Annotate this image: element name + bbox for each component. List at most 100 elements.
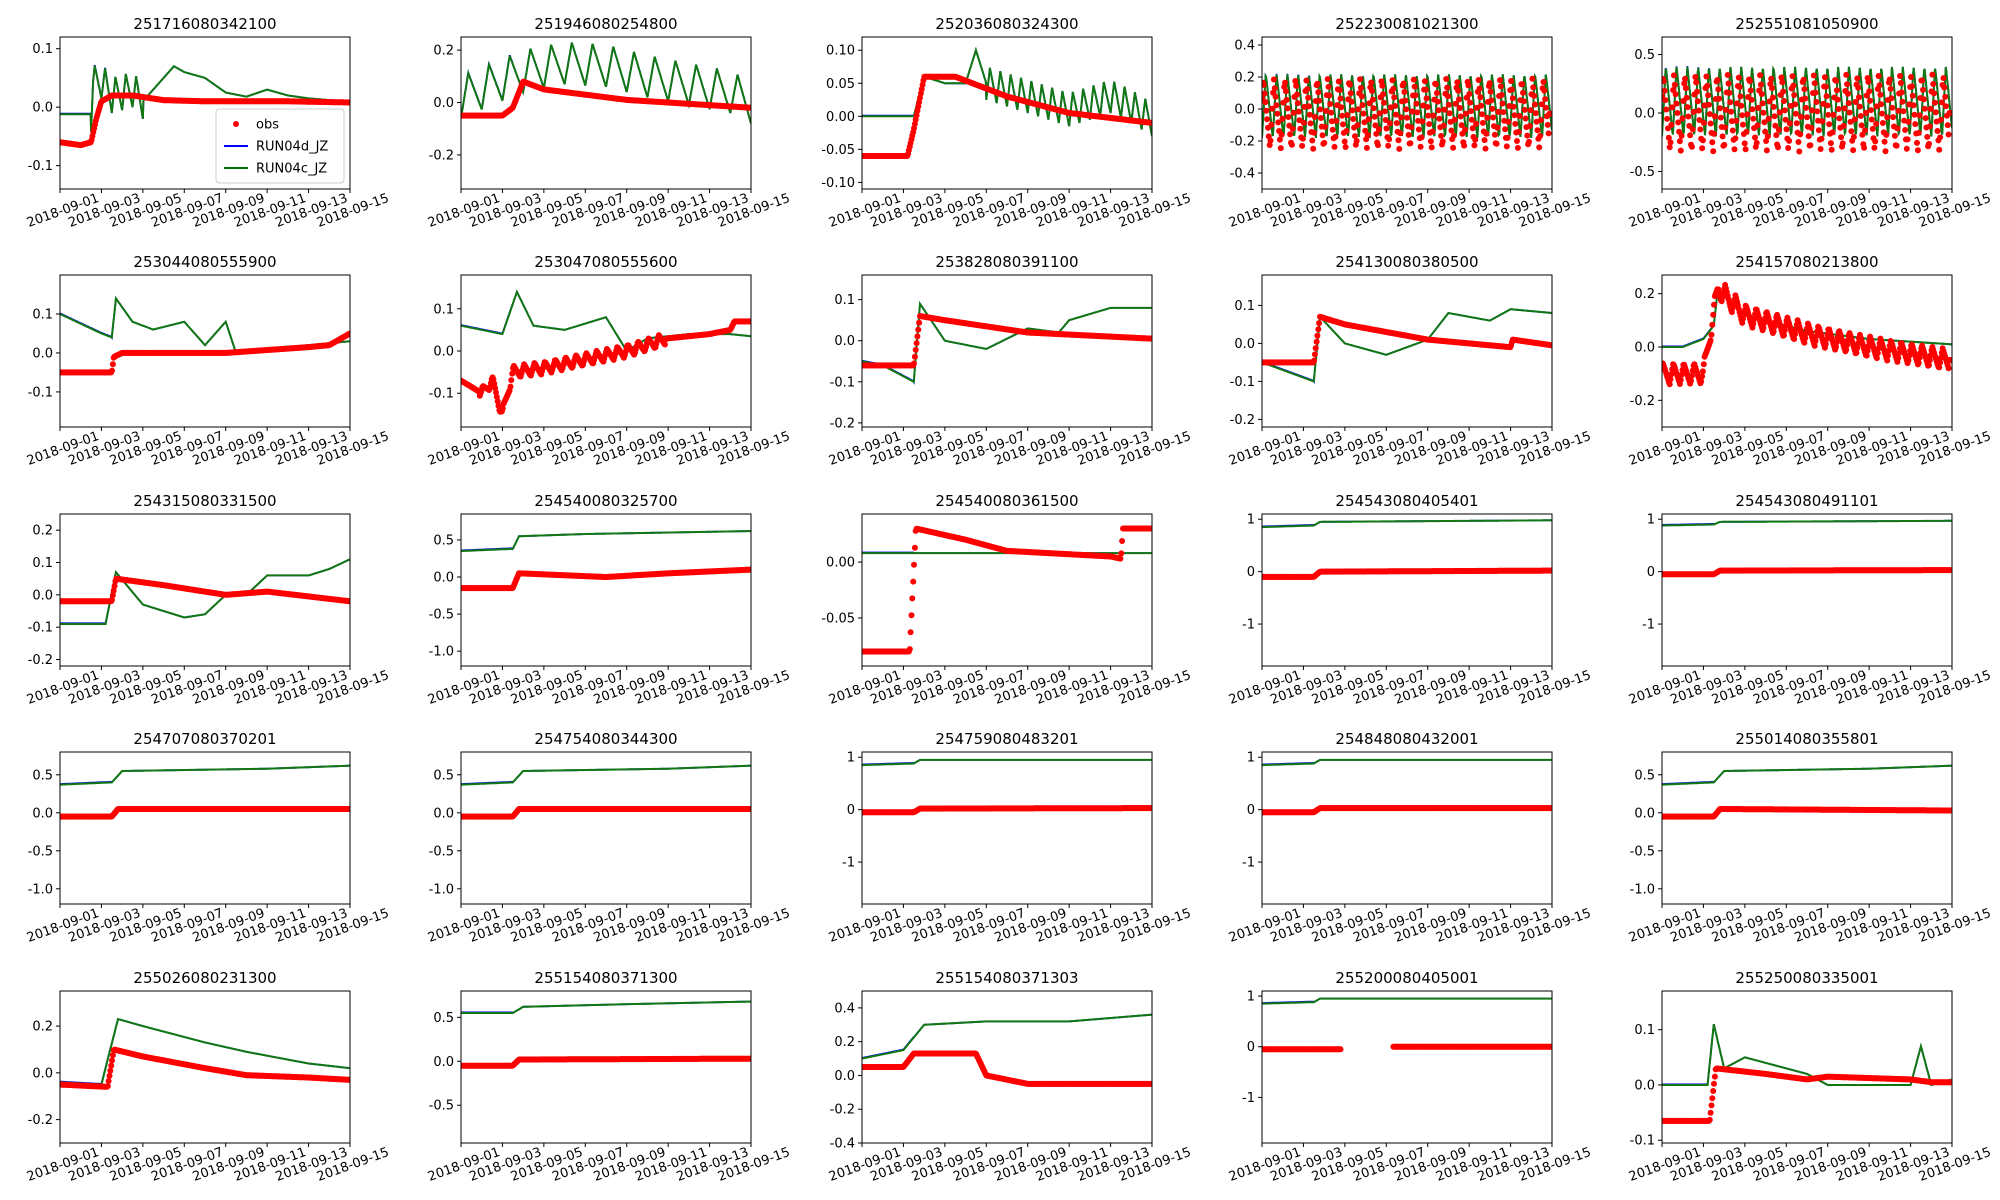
obs-point <box>1451 116 1458 123</box>
obs-point <box>1299 142 1306 149</box>
obs-point <box>1887 85 1894 92</box>
obs-point <box>1861 144 1868 151</box>
obs-point <box>1665 134 1672 141</box>
obs-point <box>1931 90 1938 97</box>
obs-point <box>1871 144 1878 151</box>
obs-point <box>1479 111 1486 118</box>
obs-point <box>1905 118 1912 125</box>
obs-point <box>1468 116 1475 123</box>
obs-point <box>1936 146 1943 153</box>
obs-point <box>1679 115 1686 122</box>
obs-point <box>1417 143 1424 150</box>
obs-point <box>1781 332 1787 339</box>
obs-point <box>1380 91 1387 98</box>
obs-point <box>1305 94 1312 101</box>
y-tick-label: 0.2 <box>32 524 53 539</box>
obs-point <box>1896 350 1903 357</box>
obs-point <box>1699 368 1706 375</box>
obs-point <box>1331 143 1338 150</box>
obs-point <box>1711 130 1717 137</box>
obs-point <box>1677 147 1684 154</box>
obs-point <box>1753 139 1760 146</box>
obs-point <box>1429 128 1436 135</box>
obs-point <box>1769 94 1776 101</box>
obs-point <box>1801 86 1808 93</box>
obs-point <box>1491 131 1498 138</box>
obs-point <box>1838 134 1845 141</box>
y-tick-label: -0.2 <box>28 653 53 668</box>
obs-point <box>1785 145 1792 151</box>
obs-point <box>1488 97 1495 104</box>
series-obs <box>1262 567 1552 580</box>
subplot-title: 254157080213800 <box>1735 253 1878 271</box>
axes-frame <box>1661 274 1953 428</box>
obs-point <box>1296 117 1303 124</box>
series-RUN04c_JZ <box>1262 519 1552 529</box>
obs-point <box>1531 101 1538 108</box>
obs-point <box>1393 120 1400 127</box>
obs-point <box>1904 136 1911 143</box>
axes-frame <box>861 36 1153 190</box>
obs-point <box>1271 85 1278 92</box>
obs-point <box>1915 129 1922 136</box>
obs-point <box>1419 118 1426 125</box>
y-tick-label: -0.2 <box>429 148 454 163</box>
obs-point <box>1897 80 1904 86</box>
obs-point <box>1542 96 1549 103</box>
obs-point <box>1771 113 1778 120</box>
obs-point <box>1889 104 1896 111</box>
subplot-254315080331500: 2543150803315000.20.10.0-0.1-0.22018-09-… <box>25 492 391 708</box>
obs-point <box>910 578 917 585</box>
obs-point <box>1338 104 1345 111</box>
obs-point <box>1684 104 1691 111</box>
obs-point <box>1781 107 1788 114</box>
y-tick-label: 0.0 <box>1234 337 1255 352</box>
obs-point <box>1678 132 1685 139</box>
obs-point <box>1666 381 1673 388</box>
obs-point <box>1851 116 1858 123</box>
obs-point <box>1853 349 1860 356</box>
obs-point <box>1534 127 1541 134</box>
obs-point <box>1674 110 1681 116</box>
obs-point <box>1868 107 1874 114</box>
obs-point <box>1722 124 1729 131</box>
obs-point <box>1770 328 1777 335</box>
y-tick-label: 0.0 <box>32 101 53 116</box>
y-tick-label: -0.2 <box>830 416 855 431</box>
obs-point <box>1697 126 1704 133</box>
obs-point <box>1682 75 1688 82</box>
obs-point <box>1776 109 1783 116</box>
subplot-title: 252551081050900 <box>1735 15 1878 33</box>
obs-point <box>1385 142 1392 149</box>
obs-point <box>1663 106 1670 113</box>
obs-point <box>1732 135 1739 142</box>
obs-point <box>110 587 117 594</box>
obs-point <box>1888 95 1895 102</box>
obs-point <box>1149 119 1152 126</box>
obs-point <box>1760 324 1767 331</box>
obs-point <box>1792 101 1799 108</box>
obs-point <box>1475 77 1482 83</box>
obs-point <box>1360 110 1367 117</box>
subplot-251716080342100: 2517160803421000.10.0-0.12018-09-012018-… <box>25 15 391 231</box>
obs-point <box>1850 133 1857 140</box>
obs-point <box>1708 331 1715 338</box>
subplot-title: 253047080555600 <box>534 253 677 271</box>
obs-point <box>1273 102 1280 109</box>
obs-point <box>347 99 350 106</box>
obs-point <box>1421 78 1428 85</box>
obs-point <box>1864 347 1871 354</box>
obs-point <box>1833 343 1839 350</box>
obs-point <box>1711 301 1717 308</box>
obs-point <box>1812 338 1819 345</box>
obs-point <box>1770 103 1777 110</box>
obs-point <box>1314 80 1321 87</box>
obs-point <box>1881 138 1888 145</box>
obs-point <box>1324 76 1331 83</box>
obs-point <box>1499 100 1506 107</box>
obs-point <box>1869 125 1876 132</box>
obs-point <box>1426 121 1433 128</box>
obs-point <box>1540 79 1547 85</box>
obs-point <box>1498 92 1505 98</box>
